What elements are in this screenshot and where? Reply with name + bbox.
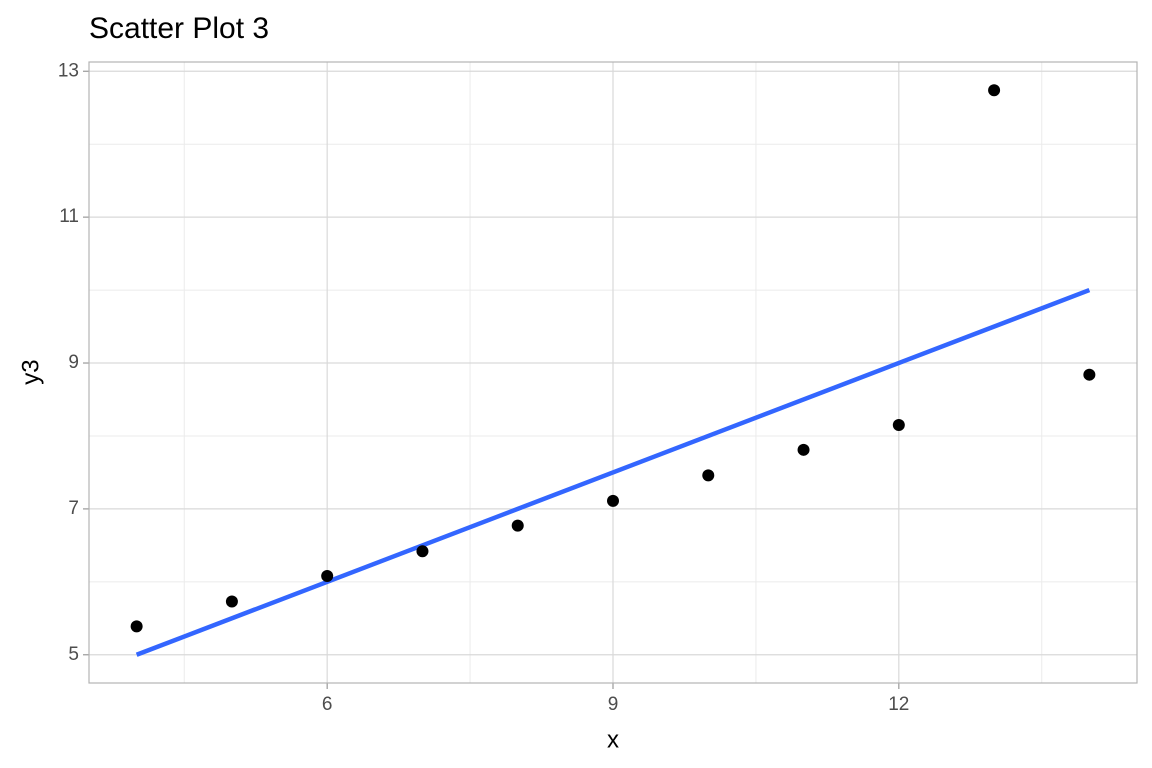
point — [321, 569, 334, 582]
point — [702, 469, 715, 482]
y-tick-label: 11 — [59, 206, 79, 227]
point — [797, 443, 810, 456]
y-axis-label: y3 — [17, 359, 44, 384]
point — [988, 84, 1001, 97]
y-tick-label: 5 — [68, 644, 79, 665]
plot-border — [88, 61, 1138, 684]
point — [130, 620, 143, 633]
trend-line — [135, 287, 1091, 657]
point — [511, 519, 524, 532]
point — [607, 494, 619, 507]
chart-title: Scatter Plot 3 — [89, 12, 269, 45]
point — [1083, 368, 1096, 381]
x-tick-label: 9 — [608, 694, 619, 715]
point — [416, 545, 429, 558]
y-tick-label: 7 — [68, 498, 79, 519]
point — [225, 595, 238, 608]
y-tick-label: 9 — [68, 352, 79, 373]
x-tick-label: 6 — [322, 694, 333, 715]
y-tick-label: 13 — [58, 60, 79, 81]
x-axis-label: x — [607, 726, 619, 753]
point — [892, 419, 905, 432]
x-tick-label: 12 — [888, 694, 909, 715]
